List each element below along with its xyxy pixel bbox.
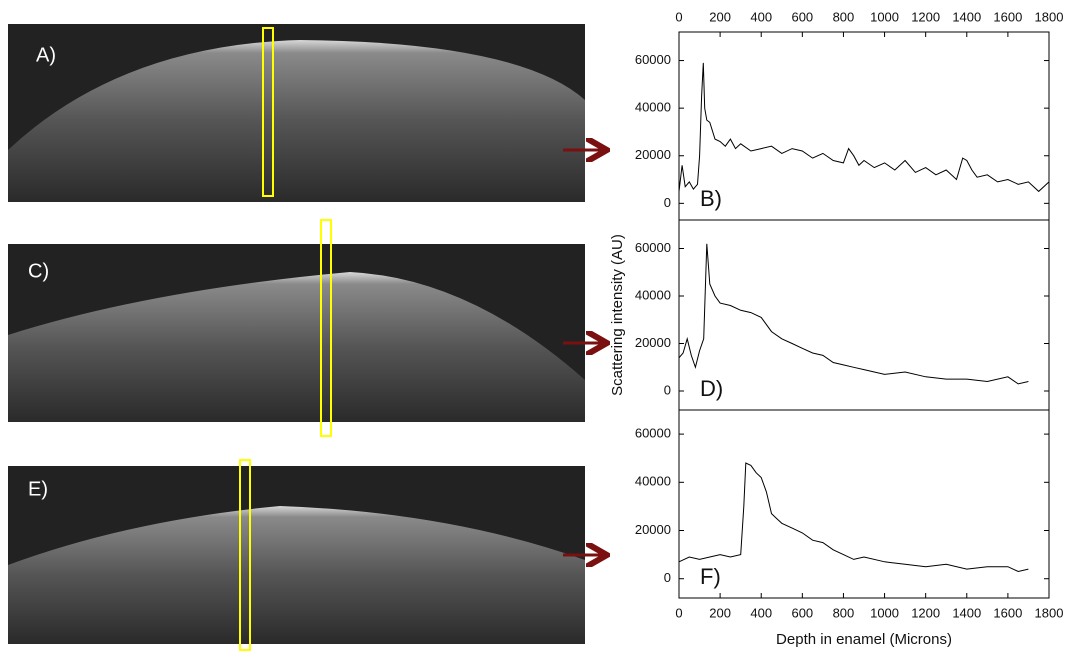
- x-tick-label: 1400: [952, 9, 981, 24]
- x-tick-label: 1200: [911, 605, 940, 620]
- x-tick-label: 400: [750, 605, 772, 620]
- image-label: A): [36, 44, 56, 66]
- x-tick-label: 1800: [1035, 605, 1064, 620]
- panel-label: B): [700, 186, 722, 211]
- x-tick-label: 1000: [870, 9, 899, 24]
- y-tick-label: 60000: [635, 240, 671, 255]
- y-tick-label: 0: [664, 570, 671, 585]
- figure: A) C) E) 0200004000060000020040060080010…: [0, 0, 1071, 653]
- x-tick-label: 1200: [911, 9, 940, 24]
- y-tick-label: 40000: [635, 100, 671, 115]
- data-line: [679, 244, 1028, 384]
- y-tick-label: 60000: [635, 426, 671, 441]
- x-tick-label: 200: [709, 605, 731, 620]
- x-tick-label: 1600: [993, 605, 1022, 620]
- data-line: [679, 463, 1028, 572]
- image-label: C): [28, 260, 49, 282]
- y-tick-label: 20000: [635, 147, 671, 162]
- panel-label: F): [700, 564, 721, 589]
- y-tick-label: 20000: [635, 335, 671, 350]
- x-tick-label: 600: [791, 605, 813, 620]
- plot-frame: [679, 410, 1049, 598]
- y-tick-label: 40000: [635, 287, 671, 302]
- y-tick-label: 60000: [635, 52, 671, 67]
- x-tick-label: 200: [709, 9, 731, 24]
- x-tick-label: 1000: [870, 605, 899, 620]
- x-tick-label: 800: [833, 605, 855, 620]
- x-tick-label: 1400: [952, 605, 981, 620]
- y-axis-title: Scattering intensity (AU): [609, 234, 626, 396]
- y-tick-label: 0: [664, 195, 671, 210]
- x-tick-label: 1600: [993, 9, 1022, 24]
- oct-image-a: [8, 24, 585, 202]
- plot-frame: [679, 32, 1049, 220]
- panel-label: D): [700, 376, 723, 401]
- x-tick-label: 1800: [1035, 9, 1064, 24]
- y-tick-label: 0: [664, 382, 671, 397]
- data-line: [679, 63, 1049, 192]
- plot-frame: [679, 220, 1049, 410]
- oct-image-e: [8, 460, 585, 650]
- x-tick-label: 400: [750, 9, 772, 24]
- image-label: E): [28, 478, 48, 500]
- y-tick-label: 40000: [635, 474, 671, 489]
- x-axis-title: Depth in enamel (Microns): [776, 631, 952, 648]
- y-tick-label: 20000: [635, 522, 671, 537]
- x-tick-label: 0: [675, 605, 682, 620]
- x-tick-label: 0: [675, 9, 682, 24]
- oct-image-c: [8, 220, 585, 436]
- x-tick-label: 800: [833, 9, 855, 24]
- x-tick-label: 600: [791, 9, 813, 24]
